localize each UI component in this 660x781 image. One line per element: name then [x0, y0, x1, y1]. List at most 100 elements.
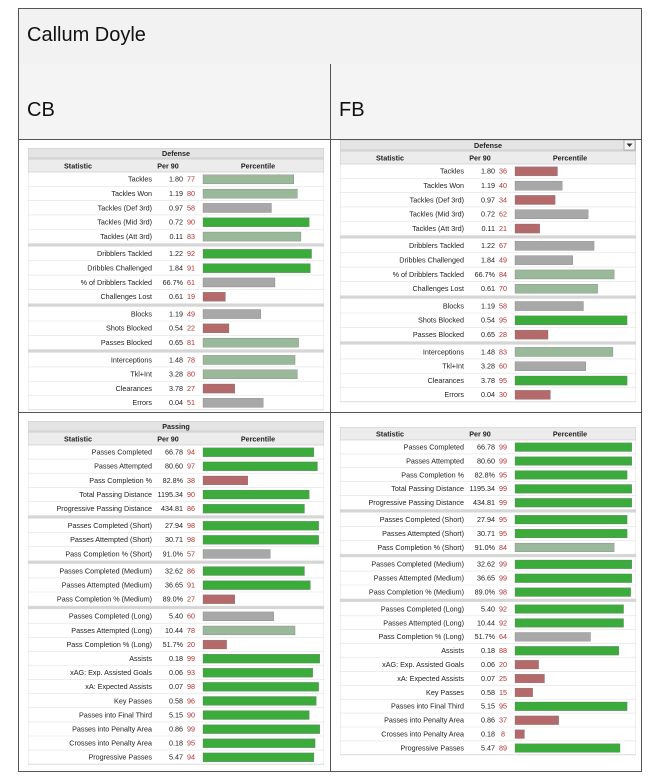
- percentile-value: 95: [499, 515, 507, 524]
- position-label-fb: FB: [339, 99, 365, 121]
- percentile-bar: [202, 682, 319, 692]
- stat-label: Passes Attempted (Short): [382, 529, 464, 538]
- per90-value: 27.94: [477, 515, 495, 524]
- percentile-bar: [202, 504, 305, 514]
- per90-value: 80.60: [477, 456, 495, 465]
- cb-passing-table: Passing Statistic Per 90 Percentile Passes C…: [28, 421, 324, 769]
- percentile-bar: [202, 188, 298, 199]
- percentile-value: 90: [187, 218, 195, 227]
- per90-value: 0.65: [481, 330, 495, 339]
- percentile-bar: [514, 361, 586, 371]
- header-statistic: Statistic: [64, 435, 92, 444]
- percentile-value: 93: [187, 668, 195, 677]
- percentile-bar: [514, 315, 628, 326]
- group-separator: [28, 349, 324, 353]
- percentile-value: 84: [499, 543, 507, 552]
- per90-value: 36.65: [165, 580, 183, 589]
- per90-value: 1.22: [169, 249, 183, 258]
- per90-value: 0.18: [481, 646, 495, 655]
- stat-label: Tackles (Def 3rd): [410, 195, 464, 204]
- percentile-value: 98: [187, 521, 195, 530]
- percentile-bar: [202, 323, 230, 334]
- stat-label: Tackles: [440, 167, 464, 176]
- per90-value: 5.40: [169, 612, 183, 621]
- per90-value: 1.22: [481, 241, 495, 250]
- header-percentile: Percentile: [553, 154, 587, 163]
- stat-label: Total Passing Distance: [79, 490, 152, 499]
- stat-label: Errors: [132, 398, 152, 407]
- percentile-bar: [202, 580, 311, 590]
- stat-label: Dribblers Tackled: [97, 249, 152, 258]
- stat-label: Passes into Final Third: [391, 702, 464, 711]
- percentile-bar: [514, 632, 591, 642]
- percentile-bar: [514, 484, 632, 494]
- stat-label: Passes Attempted (Long): [383, 618, 464, 627]
- percentile-bar: [514, 180, 563, 191]
- percentile-bar: [514, 209, 589, 219]
- percentile-value: 92: [499, 618, 507, 627]
- per90-value: 32.62: [165, 566, 183, 575]
- per90-value: 82.8%: [163, 476, 184, 485]
- per90-value: 66.78: [165, 448, 183, 457]
- stat-label: Dribbles Challenged: [399, 256, 464, 265]
- per90-value: 1.80: [169, 175, 183, 184]
- percentile-value: 38: [187, 476, 195, 485]
- percentile-bar: [202, 383, 236, 394]
- percentile-value: 28: [499, 330, 507, 339]
- group-separator: [28, 515, 324, 519]
- per90-value: 0.86: [481, 716, 495, 725]
- percentile-value: 30: [499, 390, 507, 399]
- stat-label: Interceptions: [423, 347, 465, 356]
- per90-value: 5.15: [481, 702, 495, 711]
- percentile-bar: [514, 674, 545, 684]
- stat-label: Passes Completed (Long): [69, 612, 152, 621]
- percentile-bar: [514, 646, 619, 656]
- header-per90: Per 90: [469, 430, 491, 439]
- per90-value: 1.48: [481, 347, 495, 356]
- per90-value: 0.72: [481, 210, 495, 219]
- per90-value: 0.97: [169, 203, 183, 212]
- percentile-bar: [202, 475, 248, 486]
- fb-defense-svg: Defense Statistic Per 90 Percentile Tackles 1…: [340, 140, 636, 403]
- percentile-value: 78: [187, 626, 195, 635]
- stat-label: Progressive Passing Distance: [369, 498, 464, 507]
- stat-label: Blocks: [443, 301, 465, 310]
- percentile-value: 99: [499, 574, 507, 583]
- percentile-value: 25: [499, 674, 507, 683]
- percentile-bar: [202, 263, 311, 273]
- per90-value: 1.19: [481, 181, 495, 190]
- percentile-value: 97: [187, 462, 195, 471]
- per90-value: 32.62: [477, 560, 495, 569]
- percentile-bar: [202, 277, 276, 288]
- stat-label: xA: Expected Assists: [397, 674, 464, 683]
- percentile-bar: [202, 668, 313, 678]
- per90-value: 89.0%: [475, 587, 496, 596]
- stat-label: % of Dribblers Tackled: [393, 270, 464, 279]
- chevron-down-icon: [626, 143, 633, 147]
- per90-value: 1.84: [169, 264, 183, 273]
- per90-value: 30.71: [477, 529, 495, 538]
- percentile-value: 98: [499, 587, 507, 596]
- stat-label: Passes Completed (Medium): [59, 566, 152, 575]
- percentile-value: 58: [499, 301, 507, 310]
- per90-value: 91.0%: [163, 549, 184, 558]
- percentile-value: 20: [499, 660, 507, 669]
- percentile-bar: [202, 461, 318, 471]
- percentile-bar: [514, 241, 595, 251]
- percentile-bar: [514, 470, 628, 480]
- per90-value: 1.19: [169, 309, 183, 318]
- percentile-value: 99: [499, 484, 507, 493]
- per90-value: 0.18: [481, 729, 495, 738]
- stat-label: Pass Completion % (Medium): [369, 587, 464, 596]
- table-title: Defense: [162, 149, 190, 158]
- percentile-bar: [202, 337, 299, 348]
- percentile-bar: [514, 587, 631, 597]
- percentile-value: 83: [187, 232, 195, 241]
- percentile-value: 98: [187, 535, 195, 544]
- per90-value: 0.11: [482, 224, 495, 233]
- row-divider: [19, 412, 641, 413]
- percentile-value: 61: [187, 278, 195, 287]
- percentile-value: 90: [187, 710, 195, 719]
- group-separator: [340, 235, 636, 239]
- stat-label: Crosses into Penalty Area: [69, 739, 152, 748]
